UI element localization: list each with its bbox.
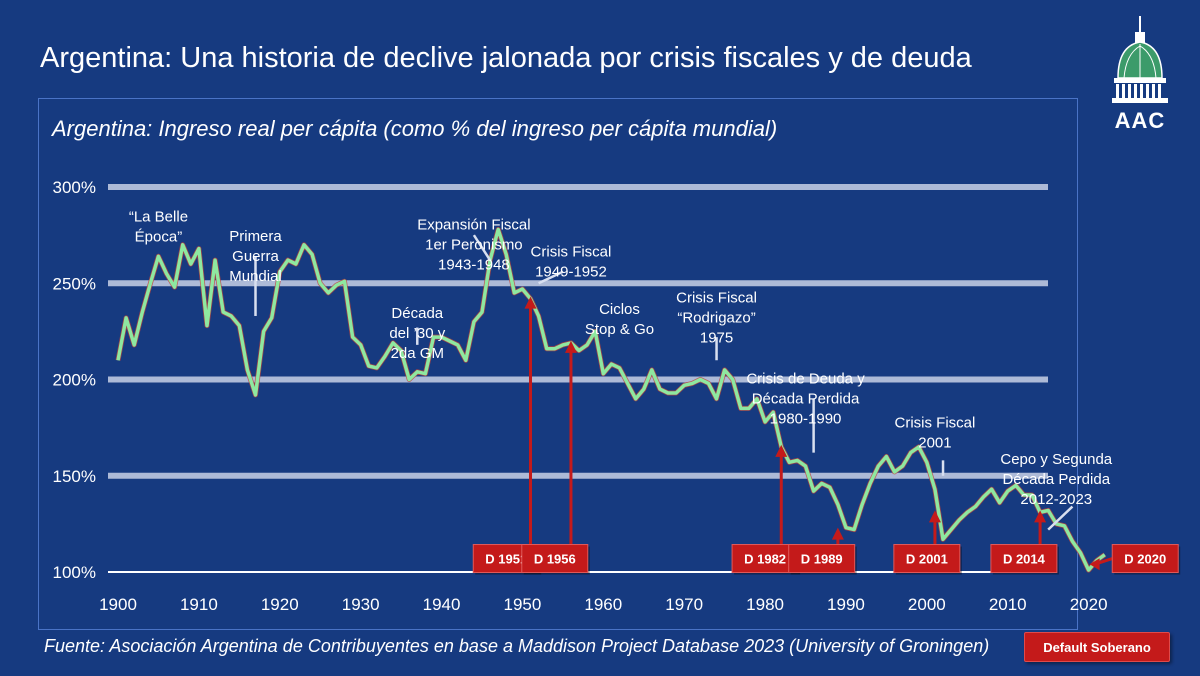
annotation-decada-30: Década del ’30 y 2da GM: [389, 305, 445, 362]
annotation-belle-epoque: “La Belle Época”: [129, 209, 188, 246]
annotation-pointer: [538, 270, 564, 285]
default-label: D 1951: [485, 552, 527, 567]
default-arrowhead: [831, 527, 844, 540]
annotation-pointer: [1047, 505, 1074, 531]
default-arrowhead: [775, 444, 788, 457]
x-tick-label: 1970: [665, 595, 703, 614]
x-tick-label: 2000: [908, 595, 946, 614]
capitol-dome-logo: [1112, 16, 1168, 103]
x-tick-label: 1930: [342, 595, 380, 614]
x-tick-label: 1920: [261, 595, 299, 614]
x-tick-label: 2020: [1070, 595, 1108, 614]
annotation-stop-go: Ciclos Stop & Go: [585, 301, 654, 338]
default-arrowhead: [928, 510, 941, 523]
default-badge: [990, 544, 1058, 574]
y-tick-label: 200%: [53, 371, 96, 390]
default-badge: [1111, 544, 1179, 574]
x-tick-label: 1900: [99, 595, 137, 614]
x-tick-label: 1960: [584, 595, 622, 614]
default-arrowhead: [1034, 510, 1047, 523]
x-tick-label: 1950: [504, 595, 542, 614]
logo-text: AAC: [1114, 108, 1166, 133]
x-tick-label: 1980: [746, 595, 784, 614]
default-label: D 2020: [1124, 552, 1166, 567]
y-tick-label: 100%: [53, 563, 96, 582]
default-markers: D 1951 D 1956 D 1982 D 1989 D 2001 D 2014 D 20…: [472, 296, 1181, 575]
default-arrowhead: [524, 296, 537, 309]
default-arrowhead: [1089, 558, 1100, 571]
default-label: D 1989: [801, 552, 843, 567]
annotation-rodrigazo: Crisis Fiscal “Rodrigazo” 1975: [676, 290, 757, 347]
annotation-crisis-1949: Crisis Fiscal 1949-1952: [531, 243, 612, 280]
annotation-cepo: Cepo y Segunda Década Perdida 2012-2023: [1000, 451, 1112, 508]
default-label: D 1956: [534, 552, 576, 567]
default-arrowhead: [564, 340, 577, 353]
legend-default-soberano: Default Soberano: [1024, 632, 1170, 662]
annotation-deuda-80: Crisis de Deuda y Década Perdida 1980-1990: [746, 370, 865, 427]
x-tick-label: 1910: [180, 595, 218, 614]
chart-title: Argentina: Ingreso real per cápita (como…: [52, 116, 778, 141]
default-badge: [731, 544, 799, 574]
annotation-crisis-2001: Crisis Fiscal 2001: [895, 415, 976, 452]
x-tick-label: 2010: [989, 595, 1027, 614]
slide-title: Argentina: Una historia de declive jalon…: [40, 42, 972, 74]
default-label: D 2001: [906, 552, 948, 567]
source-note: Fuente: Asociación Argentina de Contribu…: [44, 636, 990, 656]
y-tick-label: 300%: [53, 178, 96, 197]
annotation-expansion-fiscal: Expansión Fiscal 1er Peronismo 1943-1948: [417, 216, 530, 273]
default-label: D 2014: [1003, 552, 1046, 567]
y-tick-label: 250%: [53, 274, 96, 293]
x-tick-label: 1990: [827, 595, 865, 614]
x-tick-label: 1940: [423, 595, 461, 614]
annotation-pointer: [472, 234, 492, 261]
annotation-primera-guerra: Primera Guerra Mundial: [229, 228, 282, 285]
default-badge: [788, 544, 856, 574]
chart-frame: [38, 98, 1078, 630]
income-line: [116, 227, 1106, 572]
default-badge: [893, 544, 961, 574]
default-label: D 1982: [744, 552, 786, 567]
y-tick-label: 150%: [53, 467, 96, 486]
default-badge: [521, 544, 589, 574]
